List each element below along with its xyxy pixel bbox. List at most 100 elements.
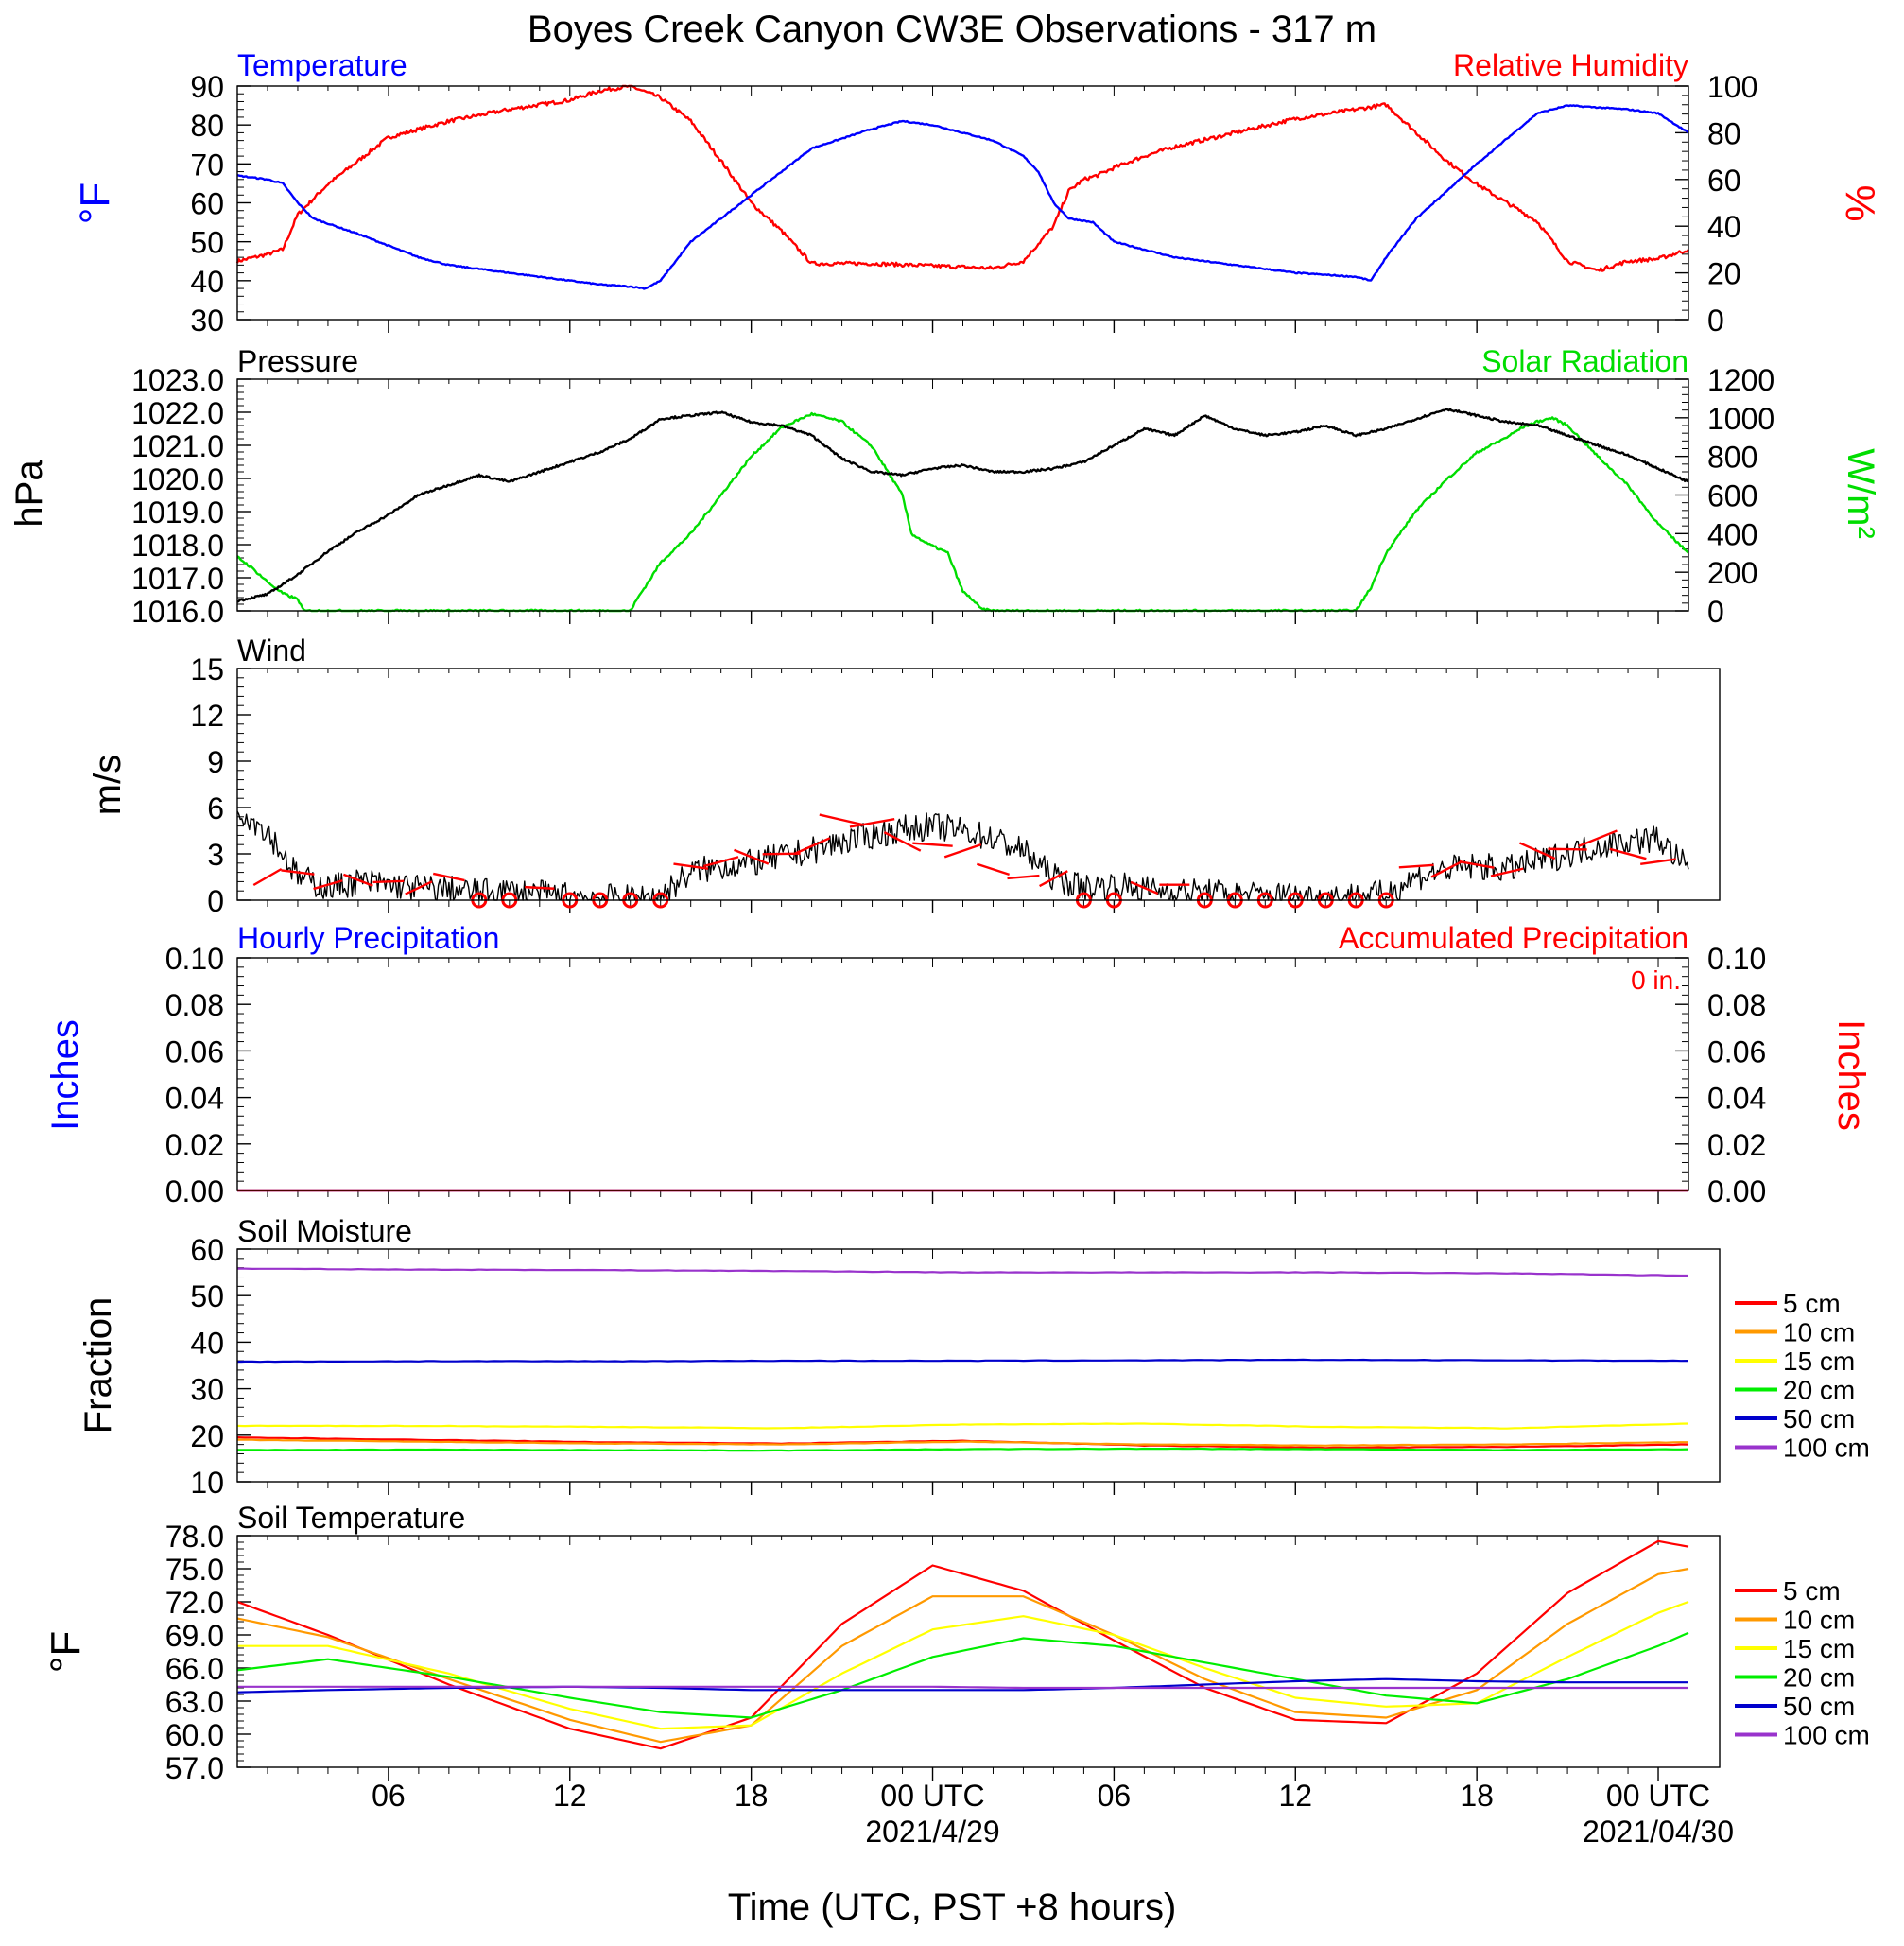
left-tick-label: 50 [190, 226, 224, 260]
legend-label: 5 cm [1783, 1576, 1841, 1606]
left-tick-label: 1017.0 [131, 562, 224, 596]
right-tick-label: 0.04 [1707, 1082, 1766, 1116]
left-tick-label: 66.0 [165, 1652, 224, 1686]
x-axis-label: Time (UTC, PST +8 hours) [728, 1886, 1177, 1928]
right-tick-label: 20 [1707, 257, 1741, 291]
left-tick-label: 10 [190, 1466, 224, 1500]
wind-barb [673, 862, 709, 870]
soil-series-5 [237, 1267, 1688, 1277]
wind-barb [313, 879, 343, 891]
soil-moisture-axis-label: Fraction [78, 1297, 119, 1434]
left-tick-label: 1023.0 [131, 363, 224, 397]
left-tick-label: 1019.0 [131, 495, 224, 530]
right-tick-label: 100 [1707, 70, 1757, 104]
left-tick-label: 57.0 [165, 1751, 224, 1785]
soil-series-4 [236, 1358, 1689, 1364]
wind-barb [883, 831, 922, 852]
right-tick-label: 0.10 [1707, 942, 1766, 976]
wind-title: Wind [237, 634, 306, 668]
pressure-title: Pressure [237, 344, 358, 378]
accum-precip-title: Accumulated Precipitation [1339, 921, 1688, 955]
temperature-axis-label: °F [72, 182, 118, 224]
wind-barb [1490, 867, 1524, 877]
left-tick-label: 63.0 [165, 1685, 224, 1719]
panel-5-series [236, 1267, 1689, 1452]
panel-2-series [236, 408, 1689, 613]
soil-series-0 [236, 1539, 1689, 1750]
soil-series-1 [237, 1438, 1688, 1447]
wind-barb [1039, 870, 1068, 888]
wind-barb [734, 848, 770, 865]
wind-barb [703, 856, 739, 868]
wind-barb [976, 862, 1010, 877]
left-tick-label: 9 [207, 745, 224, 779]
wind-barb [405, 880, 433, 895]
wind-axis-label: m/s [87, 755, 129, 815]
soil-series-1 [236, 1567, 1689, 1744]
time-tick-label: 12 [1278, 1779, 1312, 1813]
wind-barb [1609, 847, 1647, 860]
time-tick-label: 12 [553, 1779, 587, 1813]
legend-label: 10 cm [1783, 1606, 1855, 1635]
right-tick-label: 0.02 [1707, 1128, 1766, 1162]
wind-barb [912, 842, 953, 847]
left-tick-label: 0.10 [165, 942, 224, 976]
right-tick-label: 400 [1707, 517, 1757, 551]
soil-series-2 [236, 1422, 1689, 1430]
panel-3-ticks: 0 3 6 9 12 15 [190, 652, 1659, 918]
right-tick-label: 800 [1707, 441, 1757, 475]
left-tick-label: 1020.0 [131, 462, 224, 496]
accum-precip-total: 0 in. [1631, 965, 1681, 995]
wind-barb [342, 873, 373, 887]
right-tick-label: 600 [1707, 479, 1757, 513]
time-tick-label: 06 [372, 1779, 406, 1813]
legend-label: 15 cm [1783, 1347, 1855, 1376]
panel-3-series [236, 810, 1689, 909]
legend-label: 20 cm [1783, 1376, 1855, 1405]
wind-barb [1007, 874, 1040, 880]
wind-barb [943, 843, 982, 859]
left-tick-label: 1021.0 [131, 429, 224, 463]
left-tick-label: 12 [190, 699, 224, 733]
left-tick-label: 0.02 [165, 1128, 224, 1162]
left-tick-label: 20 [190, 1419, 224, 1453]
wind-barb [1398, 863, 1434, 869]
pressure-axis-label: hPa [9, 460, 50, 528]
left-tick-label: 0.04 [165, 1082, 224, 1116]
right-tick-label: 40 [1707, 210, 1741, 244]
left-tick-label: 1018.0 [131, 529, 224, 563]
time-tick-label: 18 [1460, 1779, 1494, 1813]
left-tick-label: 75.0 [165, 1553, 224, 1587]
left-tick-label: 72.0 [165, 1586, 224, 1620]
right-tick-label: 60 [1707, 164, 1741, 198]
hourly-precip-title: Hourly Precipitation [237, 921, 499, 955]
soil-series-3 [236, 1631, 1689, 1719]
wind-barb [819, 813, 865, 826]
panel-4-frame [236, 957, 1689, 1191]
figure-title: Boyes Creek Canyon CW3E Observations - 3… [528, 9, 1376, 50]
wind-speed-line [236, 810, 1689, 901]
left-tick-label: 60.0 [165, 1718, 224, 1752]
left-tick-label: 0 [207, 884, 224, 918]
temperature-humidity-panel: Temperature Relative Humidity °F % 30 40 5… [72, 48, 1883, 338]
left-tick-label: 90 [190, 70, 224, 104]
wind-barb [849, 817, 895, 828]
right-tick-label: 0 [1707, 595, 1724, 629]
humidity-axis-label: % [1837, 184, 1883, 221]
left-tick-label: 60 [190, 187, 224, 221]
left-tick-label: 0.00 [165, 1174, 224, 1208]
right-tick-label: 0 [1707, 304, 1724, 338]
left-tick-label: 40 [190, 1326, 224, 1360]
wind-barb [281, 869, 315, 876]
left-tick-label: 15 [190, 652, 224, 686]
solar-radiation-line [236, 411, 1689, 613]
wind-barb [372, 879, 405, 884]
wind-barb [1640, 858, 1677, 865]
legend-label: 10 cm [1783, 1318, 1855, 1347]
left-tick-label: 6 [207, 791, 224, 825]
left-tick-label: 30 [190, 1373, 224, 1407]
precipitation-panel: Hourly Precipitation Accumulated Precipi… [44, 921, 1872, 1208]
